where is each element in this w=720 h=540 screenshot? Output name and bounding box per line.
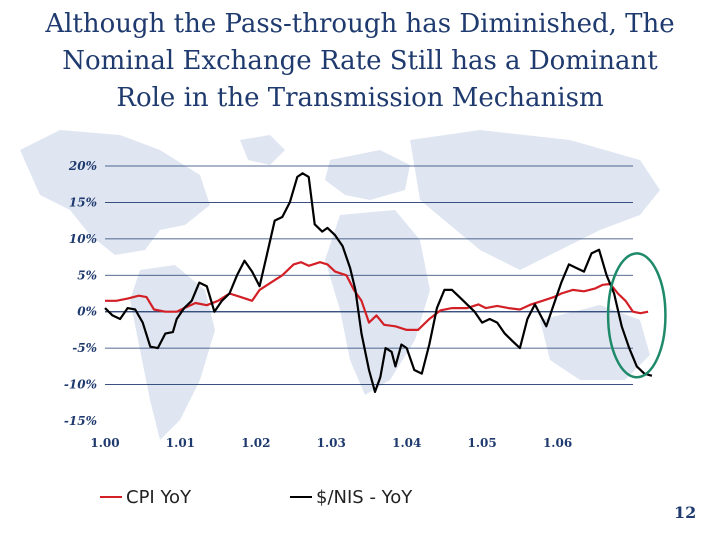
x-tick-label: 1.03 [317,436,346,450]
y-tick-label: 5% [77,268,97,282]
x-tick-label: 1.02 [241,436,270,450]
y-tick-label: -15% [64,414,97,428]
series-line-cpi [105,261,649,331]
gridlines [105,165,633,385]
y-tick-label: 10% [69,232,97,246]
x-tick-label: 1.01 [166,436,195,450]
legend-label-cpi: CPI YoY [126,486,192,508]
series-lines [104,172,653,393]
y-tick-label: -10% [64,378,97,392]
x-tick-label: 1.00 [90,436,119,450]
x-tick-label: 1.04 [392,436,421,450]
legend-label-fx: $/NIS - YoY [316,486,413,508]
legend-swatch-cpi [100,496,122,498]
highlight-ellipse [606,252,667,379]
legend-item-cpi: CPI YoY [100,482,191,512]
y-tick-label: 20% [68,159,97,173]
series-line-fx [104,172,653,393]
slide-title: Although the Pass-through has Diminished… [0,6,720,117]
y-tick-label: 15% [69,195,97,209]
x-axis-tick-labels: 1.00 1.01 1.02 1.03 1.04 1.05 1.06 [90,436,572,450]
x-tick-label: 1.06 [543,436,572,450]
y-tick-label: 0% [77,305,97,319]
title-line-1: Although the Pass-through has Diminished… [45,9,675,39]
title-line-2: Nominal Exchange Rate Still has a Domina… [62,46,658,76]
y-axis-tick-labels: 20% 15% 10% 5% 0% -5% -10% -15% [64,159,97,428]
x-tick-label: 1.05 [468,436,497,450]
annotations [606,252,667,379]
y-tick-label: -5% [72,341,97,355]
legend-item-fx: $/NIS - YoY [290,482,412,512]
page-number: 12 [674,503,697,522]
title-line-3: Role in the Transmission Mechanism [116,83,604,113]
legend-swatch-fx [290,496,312,498]
